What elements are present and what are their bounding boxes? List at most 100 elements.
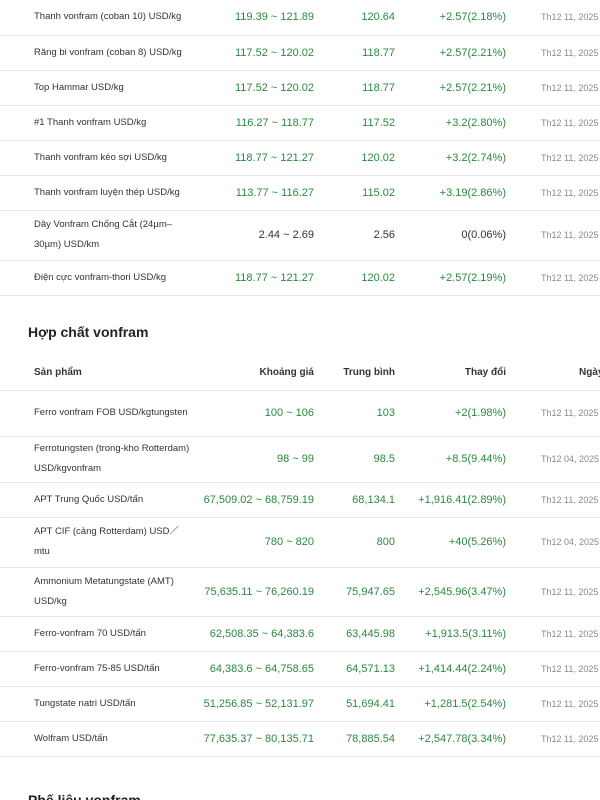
table-row: APT CIF (cảng Rotterdam) USD／mtu 780 ~ 8… xyxy=(0,517,600,567)
column-header-price-range: Khoảng giá xyxy=(259,367,314,379)
price-change: +40(5.26%) xyxy=(448,536,506,548)
price-change: +2.57(2.19%) xyxy=(439,271,506,284)
price-date: Th12 11, 2025 xyxy=(541,663,599,674)
price-range: 67,509.02 ~ 68,759.19 xyxy=(203,493,314,506)
price-range: 116.27 ~ 118.77 xyxy=(235,116,314,129)
price-change: +8.5(9.44%) xyxy=(445,453,506,465)
price-average: 118.77 xyxy=(362,46,395,59)
table-row: Ferro-vonfram 70 USD/tấn 62,508.35 ~ 64,… xyxy=(0,616,600,651)
price-average: 800 xyxy=(376,536,395,548)
product-name: Top Hammar USD/kg xyxy=(34,81,124,93)
product-name: Răng bi vonfram (coban 8) USD/kg xyxy=(34,46,182,58)
product-name: Ferro-vonfram 70 USD/tấn xyxy=(34,627,146,639)
table-row: Răng bi vonfram (coban 8) USD/kg 117.52 … xyxy=(0,35,600,70)
price-date: Th12 11, 2025 xyxy=(541,733,599,744)
table-row: Ammonium Metatungstate (AMT) USD/kg 75,6… xyxy=(0,567,600,616)
price-change: +3.19(2.86%) xyxy=(439,186,506,199)
price-date: Th12 11, 2025 xyxy=(541,47,599,58)
price-average: 98.5 xyxy=(373,453,395,465)
table-row: Top Hammar USD/kg 117.52 ~ 120.02 118.77… xyxy=(0,70,600,105)
table-row: Thanh vonfram (coban 10) USD/kg 119.39 ~… xyxy=(0,0,600,35)
price-average: 117.52 xyxy=(362,116,395,129)
price-date: Th12 11, 2025 xyxy=(541,272,599,283)
table-row: Dây Vonfram Chống Cắt (24µm–30µm) USD/km… xyxy=(0,210,600,260)
table-row: APT Trung Quốc USD/tấn 67,509.02 ~ 68,75… xyxy=(0,482,600,517)
column-header-average: Trung bình xyxy=(343,367,395,379)
price-average: 120.02 xyxy=(361,151,395,164)
column-header-change: Thay đổi xyxy=(464,367,506,379)
price-range: 62,508.35 ~ 64,383.6 xyxy=(209,627,314,640)
product-name: Thanh vonfram kéo sợi USD/kg xyxy=(34,151,167,163)
product-name: APT CIF (cảng Rotterdam) USD／mtu xyxy=(34,526,180,557)
price-range: 117.52 ~ 120.02 xyxy=(234,81,314,94)
price-range: 119.39 ~ 121.89 xyxy=(234,11,314,24)
price-range: 51,256.85 ~ 52,131.97 xyxy=(203,697,314,710)
section-title-tungsten-scrap: Phế liệu vonfram xyxy=(28,792,141,800)
column-header-product: Sản phẩm xyxy=(34,367,82,379)
table-row: Điện cực vonfram-thori USD/kg 118.77 ~ 1… xyxy=(0,260,600,295)
price-range: 117.52 ~ 120.02 xyxy=(234,46,314,59)
price-average: 2.56 xyxy=(373,229,395,241)
price-average: 68,134.1 xyxy=(352,493,395,506)
price-date: Th12 11, 2025 xyxy=(541,82,599,93)
price-change: +2.57(2.21%) xyxy=(439,81,506,94)
price-average: 64,571.13 xyxy=(346,662,395,675)
product-name: Tungstate natri USD/tấn xyxy=(34,697,136,709)
price-range: 118.77 ~ 121.27 xyxy=(234,271,314,284)
table-row: Thanh vonfram luyện thép USD/kg 113.77 ~… xyxy=(0,175,600,210)
price-average: 75,947.65 xyxy=(346,585,395,598)
price-change: +2.57(2.18%) xyxy=(439,11,506,24)
price-change: +1,916.41(2.89%) xyxy=(418,493,506,506)
product-name: Ferro vonfram FOB USD/kgtungsten xyxy=(34,407,188,418)
product-name: Thanh vonfram luyện thép USD/kg xyxy=(34,186,180,198)
price-range: 98 ~ 99 xyxy=(276,453,314,465)
price-date: Th12 11, 2025 xyxy=(541,12,599,23)
price-change: 0(0.06%) xyxy=(461,229,506,241)
product-name: Ammonium Metatungstate (AMT) USD/kg xyxy=(34,575,174,607)
price-date: Th12 11, 2025 xyxy=(541,187,599,198)
price-range: 118.77 ~ 121.27 xyxy=(234,151,314,164)
product-name: Dây Vonfram Chống Cắt (24µm–30µm) USD/km xyxy=(34,219,173,250)
price-average: 120.02 xyxy=(361,271,395,284)
tungsten-products-table: Thanh vonfram (coban 10) USD/kg 119.39 ~… xyxy=(0,0,600,296)
price-date: Th12 11, 2025 xyxy=(541,628,599,639)
table-row: Ferro-vonfram 75-85 USD/tấn 64,383.6 ~ 6… xyxy=(0,651,600,686)
price-date: Th12 11, 2025 xyxy=(541,586,599,597)
price-range: 64,383.6 ~ 64,758.65 xyxy=(209,662,314,675)
price-change: +3.2(2.74%) xyxy=(445,151,506,164)
price-range: 113.77 ~ 116.27 xyxy=(235,186,314,199)
price-change: +3.2(2.80%) xyxy=(445,116,506,129)
section-title-tungsten-compounds: Hợp chất vonfram xyxy=(28,324,149,340)
price-date: Th12 04, 2025 xyxy=(541,537,600,547)
price-change: +1,281.5(2.54%) xyxy=(424,697,506,710)
price-change: +2.57(2.21%) xyxy=(439,46,506,59)
table-row: Wolfram USD/tấn 77,635.37 ~ 80,135.71 78… xyxy=(0,721,600,756)
price-change: +1,414.44(2.24%) xyxy=(418,662,506,675)
product-name: APT Trung Quốc USD/tấn xyxy=(34,493,144,505)
price-date: Th12 11, 2025 xyxy=(541,408,599,418)
product-name: Wolfram USD/tấn xyxy=(34,732,108,744)
price-average: 51,694.41 xyxy=(346,697,395,710)
price-average: 118.77 xyxy=(362,81,395,94)
price-range: 75,635.11 ~ 76,260.19 xyxy=(204,585,314,598)
price-average: 63,445.98 xyxy=(346,627,395,640)
price-change: +2(1.98%) xyxy=(454,407,506,419)
price-date: Th12 11, 2025 xyxy=(541,494,599,505)
price-average: 103 xyxy=(376,407,395,419)
tungsten-compounds-table: Sản phẩm Khoảng giá Trung bình Thay đổi … xyxy=(0,356,600,757)
product-name: Điện cực vonfram-thori USD/kg xyxy=(34,271,167,283)
product-name: Thanh vonfram (coban 10) USD/kg xyxy=(34,11,182,23)
price-average: 120.64 xyxy=(361,11,395,24)
price-date: Th12 11, 2025 xyxy=(541,698,599,709)
table-row: Thanh vonfram kéo sợi USD/kg 118.77 ~ 12… xyxy=(0,140,600,175)
price-change: +2,545.96(3.47%) xyxy=(418,585,506,598)
table-row: Ferro vonfram FOB USD/kgtungsten 100 ~ 1… xyxy=(0,390,600,436)
price-date: Th12 11, 2025 xyxy=(541,117,599,128)
price-range: 100 ~ 106 xyxy=(264,407,314,419)
product-name: Ferro-vonfram 75-85 USD/tấn xyxy=(34,662,160,674)
table-row: Ferrotungsten (trong-kho Rotterdam) USD/… xyxy=(0,436,600,482)
table-row: #1 Thanh vonfram USD/kg 116.27 ~ 118.77 … xyxy=(0,105,600,140)
price-range: 780 ~ 820 xyxy=(264,536,314,548)
price-range: 2.44 ~ 2.69 xyxy=(258,229,314,241)
price-date: Th12 11, 2025 xyxy=(541,230,599,240)
